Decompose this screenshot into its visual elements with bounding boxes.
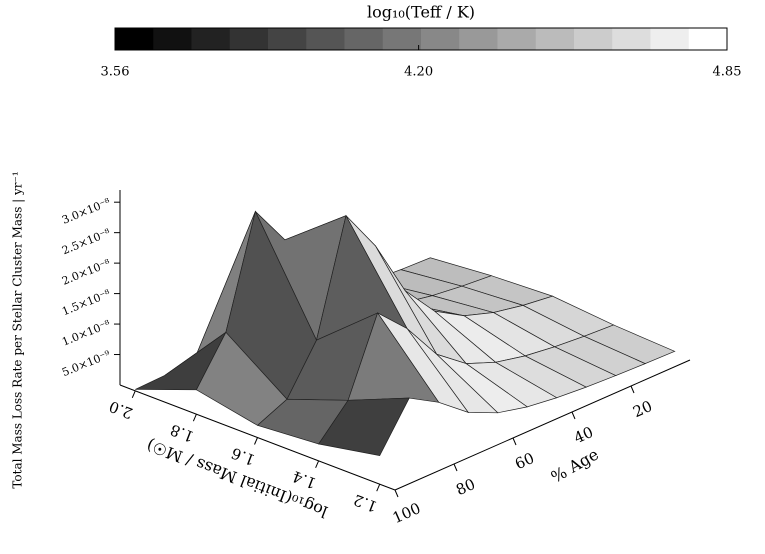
x-tick-label: 80: [453, 475, 478, 499]
x-tick: [571, 411, 576, 420]
x-tick-label: 20: [630, 397, 655, 421]
colorbar-band: [421, 28, 460, 50]
colorbar-band: [115, 28, 154, 50]
z-tick-label: 1.5×10⁻⁸: [60, 287, 113, 318]
colorbar-band: [688, 28, 728, 50]
x-tick: [394, 489, 399, 498]
colorbar-band: [497, 28, 537, 50]
surface-cell: [318, 397, 410, 456]
x-tick-label: 40: [571, 423, 596, 447]
colorbar-label: log₁₀(Teff / K): [367, 3, 475, 22]
x-tick: [512, 437, 517, 446]
z-tick-label: 5.0×10⁻⁹: [60, 348, 113, 379]
y-tick: [131, 390, 136, 399]
z-tick-label: 2.0×10⁻⁸: [60, 256, 113, 287]
y-tick-label: 1.4: [290, 467, 319, 492]
colorbar-band: [574, 28, 613, 50]
x-axis-label: % Age: [548, 445, 602, 487]
x-tick-label: 100: [390, 499, 423, 527]
colorbar-tick-label: 4.20: [404, 65, 433, 80]
z-tick-label: 1.0×10⁻⁸: [60, 317, 113, 348]
y-tick-label: 2.0: [107, 397, 136, 422]
y-tick-label: 1.6: [229, 444, 258, 469]
colorbar-band: [612, 28, 651, 50]
colorbar-band: [229, 28, 269, 50]
colorbar-band: [459, 28, 498, 50]
colorbar-band: [191, 28, 231, 50]
y-tick-label: 1.8: [168, 420, 197, 445]
y-tick: [192, 413, 197, 422]
colorbar-band: [382, 28, 422, 50]
colorbar-band: [535, 28, 575, 50]
colorbar-band: [306, 28, 345, 50]
colorbar-band: [268, 28, 307, 50]
colorbar-frame: [114, 27, 728, 51]
x-tick: [453, 463, 458, 472]
y-tick: [254, 437, 258, 445]
z-axis-label: Total Mass Loss Rate per Stellar Cluster…: [11, 171, 25, 488]
colorbar-tick-label: 4.85: [713, 65, 742, 80]
z-tick-label: 3.0×10⁻⁸: [60, 195, 113, 226]
x-tick: [630, 385, 635, 394]
x-axis: [394, 359, 691, 491]
y-tick: [315, 460, 320, 469]
y-tick-label: 1.2: [351, 490, 380, 515]
y-tick: [376, 483, 381, 492]
colorbar-band: [153, 28, 192, 50]
colorbar-band: [344, 28, 384, 50]
colorbar-tick-label: 3.56: [101, 65, 130, 80]
colorbar-band: [650, 28, 690, 50]
x-tick-label: 60: [512, 449, 537, 473]
z-tick-label: 2.5×10⁻⁸: [60, 226, 113, 257]
